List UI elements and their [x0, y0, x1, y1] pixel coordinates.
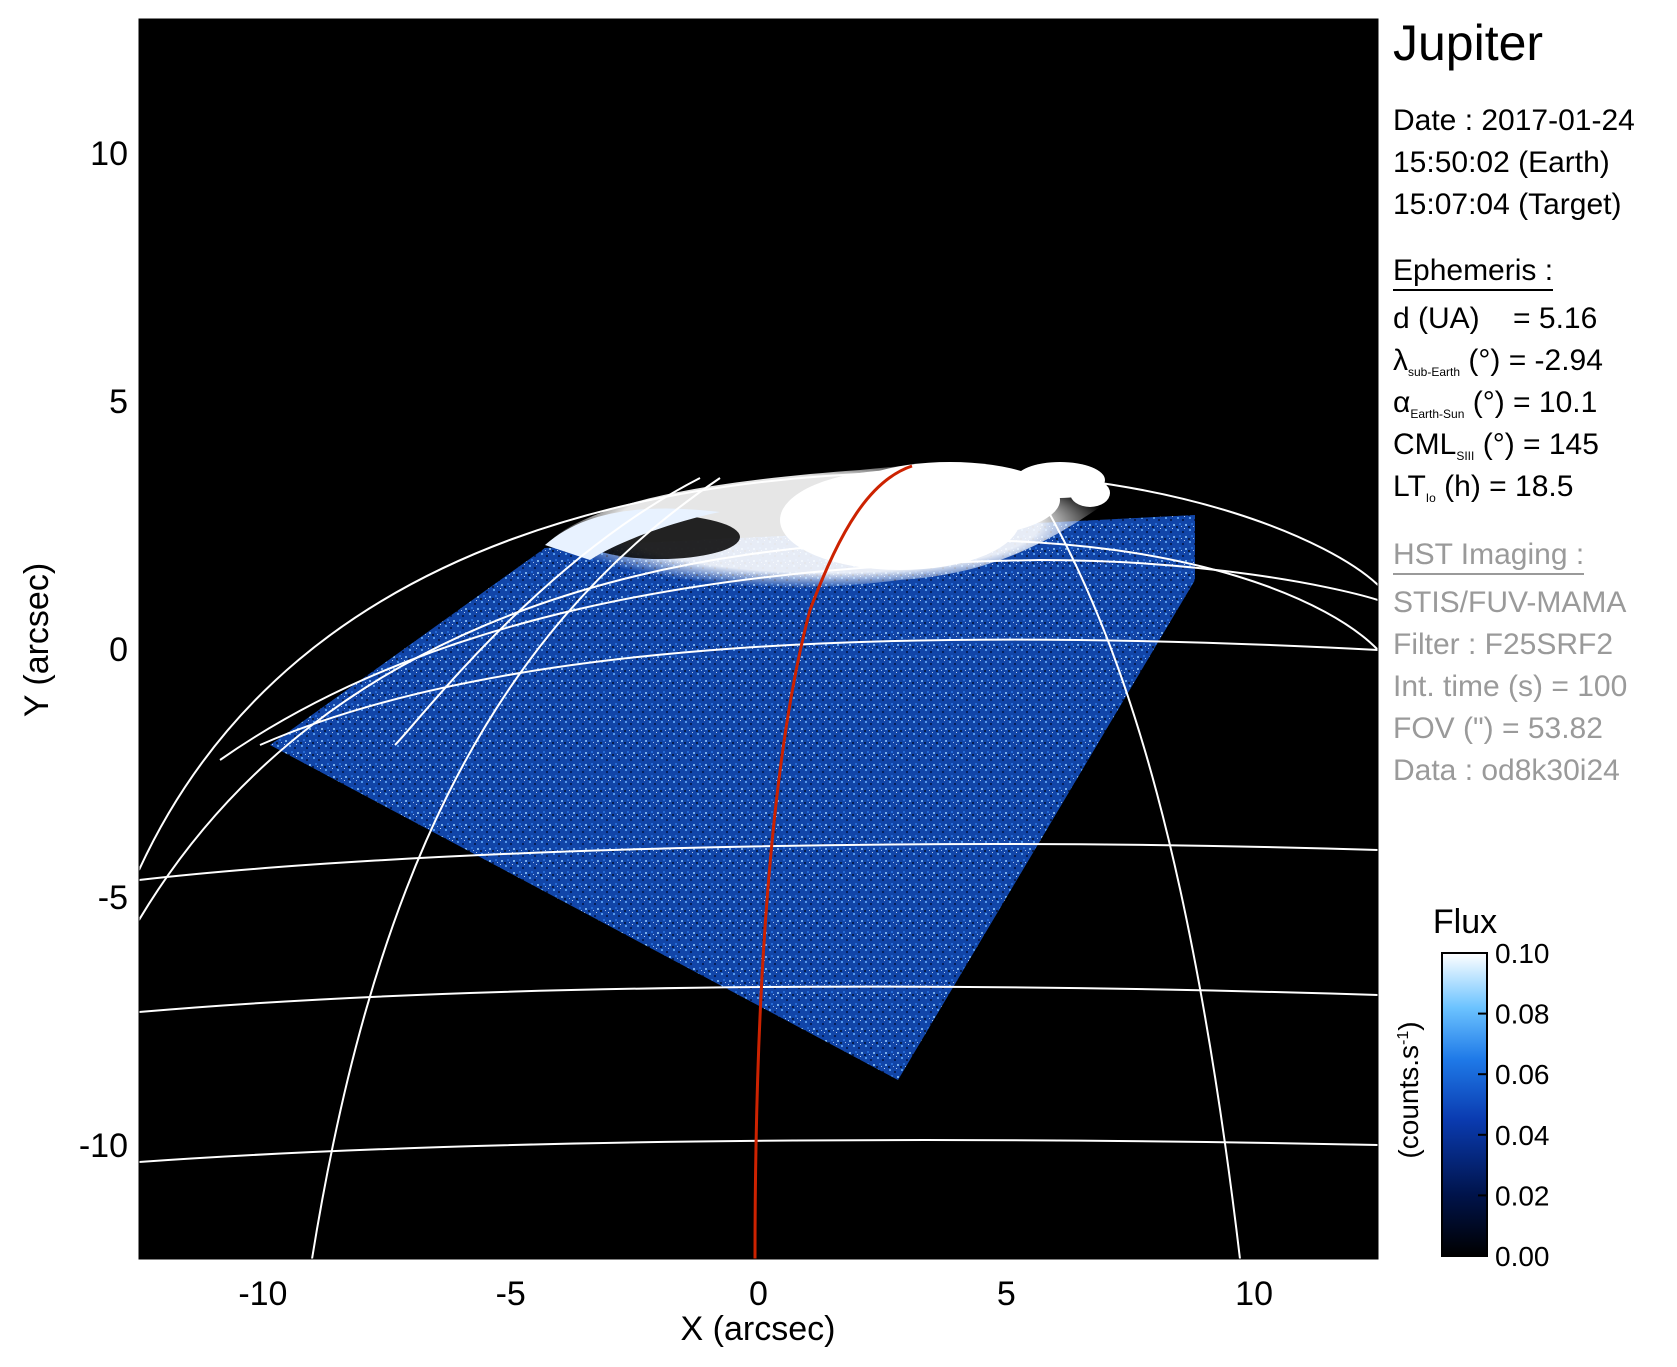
- planet-title: Jupiter: [1393, 15, 1544, 71]
- y-tick-label: 0: [109, 631, 128, 669]
- colorbar-tick-label: 0.04: [1495, 1120, 1550, 1151]
- earth-time: 15:50:02 (Earth): [1393, 146, 1610, 179]
- x-axis: -10 -5 0 5 10: [238, 1275, 1273, 1313]
- colorbar-tick-label: 0.00: [1495, 1241, 1550, 1272]
- colorbar-tick-label: 0.02: [1495, 1180, 1550, 1211]
- colorbar-tick-label: 0.08: [1495, 999, 1550, 1030]
- x-tick-label: -10: [238, 1275, 287, 1313]
- io-footprint-trace: [753, 464, 913, 1259]
- x-tick-label: 5: [997, 1275, 1016, 1313]
- fov-emission-overlay: [270, 515, 1195, 1080]
- plot-frame: [138, 18, 1379, 1260]
- target-time: 15:07:04 (Target): [1393, 188, 1622, 221]
- date-line: Date : 2017-01-24: [1393, 104, 1635, 137]
- ephemeris-header: Ephemeris :: [1393, 256, 1554, 291]
- y-axis: 10 5 0 -5 -10: [79, 135, 128, 1165]
- y-tick-label: -10: [79, 1127, 128, 1165]
- ephemeris-latitude: λsub-Earth (°) = -2.94: [1393, 344, 1603, 380]
- x-tick-label: -5: [496, 1275, 526, 1313]
- ephemeris-distance: d (UA) = 5.16: [1393, 302, 1598, 335]
- colorbar-ticks: 0.10 0.08 0.06 0.04 0.02 0.00: [1478, 938, 1550, 1272]
- imaging-int-time: Int. time (s) = 100: [1393, 670, 1628, 703]
- imaging-header: HST Imaging :: [1393, 540, 1585, 575]
- y-axis-label: Y (arcsec): [18, 563, 56, 717]
- colorbar-unit: (counts.s-1): [1393, 1021, 1424, 1158]
- ephemeris-local-time: LTIo (h) = 18.5: [1393, 470, 1574, 506]
- imaging-instrument: STIS/FUV-MAMA: [1393, 586, 1627, 619]
- y-tick-label: -5: [98, 879, 128, 917]
- y-tick-label: 10: [90, 135, 128, 173]
- imaging-fov: FOV (") = 53.82: [1393, 712, 1603, 745]
- colorbar: [1441, 952, 1488, 1257]
- lat-lon-grid: [139, 470, 1378, 1259]
- x-tick-label: 0: [749, 1275, 768, 1313]
- colorbar-tick-label: 0.10: [1495, 938, 1550, 969]
- ephemeris-cml: CMLSIII (°) = 145: [1393, 428, 1599, 464]
- colorbar-tick-label: 0.06: [1495, 1059, 1550, 1090]
- y-tick-label: 5: [109, 383, 128, 421]
- ephemeris-phase-angle: αEarth-Sun (°) = 10.1: [1393, 386, 1598, 422]
- colorbar-title: Flux: [1433, 903, 1497, 941]
- imaging-filter: Filter : F25SRF2: [1393, 628, 1614, 661]
- x-tick-label: 10: [1235, 1275, 1273, 1313]
- imaging-data-id: Data : od8k30i24: [1393, 754, 1620, 787]
- x-axis-label: X (arcsec): [681, 1310, 836, 1348]
- fov-emission-region: [270, 515, 1195, 1080]
